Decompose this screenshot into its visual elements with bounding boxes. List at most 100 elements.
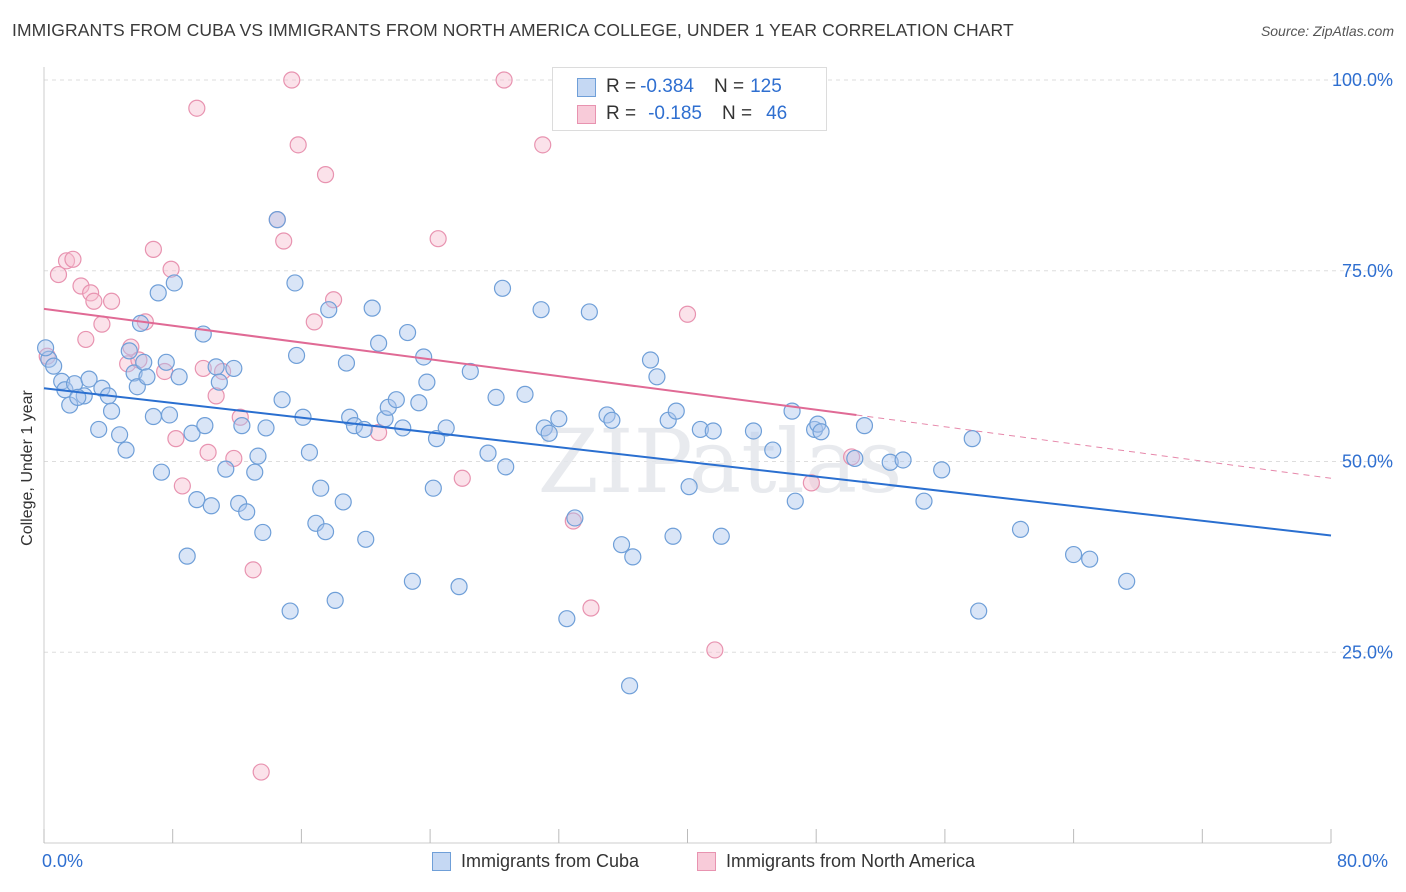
data-point-cuba: [131, 314, 150, 332]
data-point-north-america: [77, 330, 95, 349]
legend-label-north-america: Immigrants from North America: [726, 851, 976, 871]
n-value-north-america: 46: [766, 103, 788, 124]
data-point-north-america: [144, 240, 162, 258]
series-north-america-points: [38, 71, 861, 781]
data-point-cuba: [102, 402, 121, 420]
data-point-cuba: [257, 419, 275, 437]
y-tick-label: 25.0%: [1342, 642, 1393, 662]
data-point-cuba: [624, 548, 642, 566]
trend-line-north-america-extension: [856, 414, 1332, 479]
data-point-north-america: [49, 265, 68, 284]
trend-lines: [43, 307, 1332, 537]
data-point-cuba: [846, 449, 864, 468]
data-point-cuba: [786, 492, 804, 510]
data-point-cuba: [479, 444, 497, 462]
data-point-cuba: [207, 358, 225, 376]
data-point-cuba: [157, 353, 175, 371]
trend-line-north-america: [43, 307, 857, 416]
data-point-cuba: [461, 362, 479, 381]
data-point-cuba: [188, 491, 206, 509]
data-point-north-america: [207, 387, 225, 405]
data-point-north-america: [495, 71, 513, 89]
n-label: N =: [721, 103, 753, 124]
data-point-north-america: [283, 71, 301, 89]
data-point-cuba: [363, 299, 381, 317]
data-point-north-america: [802, 474, 820, 492]
data-point-cuba: [566, 509, 584, 527]
data-point-cuba: [281, 602, 299, 620]
data-point-cuba: [612, 536, 631, 554]
r-value-north-america: -0.185: [648, 103, 702, 124]
data-point-cuba: [249, 447, 267, 465]
data-point-cuba: [410, 394, 428, 412]
data-point-cuba: [225, 359, 243, 378]
data-point-cuba: [664, 527, 682, 545]
data-point-cuba: [497, 458, 515, 476]
data-point-cuba: [125, 364, 143, 382]
data-point-cuba: [620, 677, 639, 695]
data-point-cuba: [680, 478, 698, 496]
grid-lines: [44, 79, 1392, 653]
data-point-north-america: [72, 277, 90, 295]
data-point-cuba: [300, 443, 319, 461]
legend-row-north-america: R = -0.185 N = 46: [577, 102, 787, 126]
data-point-north-america: [167, 430, 185, 448]
data-point-cuba: [326, 591, 344, 609]
data-point-cuba: [744, 422, 763, 440]
data-point-cuba: [117, 441, 135, 459]
data-point-cuba: [580, 303, 598, 321]
data-point-cuba: [80, 370, 98, 388]
n-label: N =: [713, 76, 745, 97]
data-point-cuba: [424, 479, 442, 497]
chart-title: IMMIGRANTS FROM CUBA VS IMMIGRANTS FROM …: [12, 20, 1014, 40]
data-point-cuba: [246, 463, 264, 481]
data-point-north-america: [324, 291, 343, 309]
data-point-cuba: [535, 419, 553, 437]
data-point-cuba: [120, 342, 138, 360]
x-tick-label-min: 0.0%: [42, 851, 84, 871]
legend-swatch-cuba: [432, 852, 451, 871]
data-point-cuba: [493, 279, 512, 297]
data-point-cuba: [1064, 545, 1083, 564]
data-point-cuba: [144, 407, 162, 426]
data-point-cuba: [312, 479, 330, 497]
series-cuba-points: [37, 211, 1136, 695]
data-point-cuba: [183, 424, 201, 442]
data-point-cuba: [138, 368, 156, 386]
axes: [43, 67, 1332, 844]
legend-swatch-north-america: [577, 104, 596, 124]
source-credit: Source: ZipAtlas.com: [1260, 23, 1394, 39]
data-point-north-america: [289, 136, 307, 154]
data-point-north-america: [582, 599, 600, 617]
data-point-cuba: [418, 373, 436, 391]
data-point-cuba: [287, 346, 306, 365]
data-point-cuba: [450, 578, 468, 596]
data-point-cuba: [812, 423, 830, 441]
data-point-north-america: [64, 250, 82, 268]
legend-item-north-america: Immigrants from North America: [697, 851, 975, 872]
r-label: R =: [606, 103, 637, 124]
data-point-north-america: [453, 469, 471, 487]
data-point-cuba: [403, 572, 422, 590]
data-point-cuba: [273, 391, 291, 409]
data-point-cuba: [370, 334, 388, 352]
data-point-north-america: [252, 763, 270, 781]
r-value-cuba: -0.384: [640, 76, 694, 97]
data-point-cuba: [357, 530, 375, 548]
data-point-cuba: [90, 420, 108, 439]
series-legend: Immigrants from Cuba Immigrants from Nor…: [0, 851, 1406, 877]
data-point-cuba: [667, 402, 685, 420]
data-point-north-america: [275, 232, 293, 250]
data-point-cuba: [152, 463, 171, 481]
data-point-cuba: [970, 602, 988, 620]
data-point-north-america: [534, 136, 552, 154]
correlation-legend: R = -0.384 N = 125 R = -0.185 N = 46: [552, 67, 827, 131]
data-point-cuba: [558, 610, 576, 628]
data-point-cuba: [238, 503, 256, 521]
data-point-cuba: [603, 411, 621, 429]
y-axis-label: College, Under 1 year: [19, 390, 36, 546]
data-point-cuba: [1118, 572, 1136, 590]
y-tick-label: 50.0%: [1342, 452, 1393, 472]
data-point-north-america: [85, 292, 103, 310]
data-point-cuba: [398, 323, 417, 342]
